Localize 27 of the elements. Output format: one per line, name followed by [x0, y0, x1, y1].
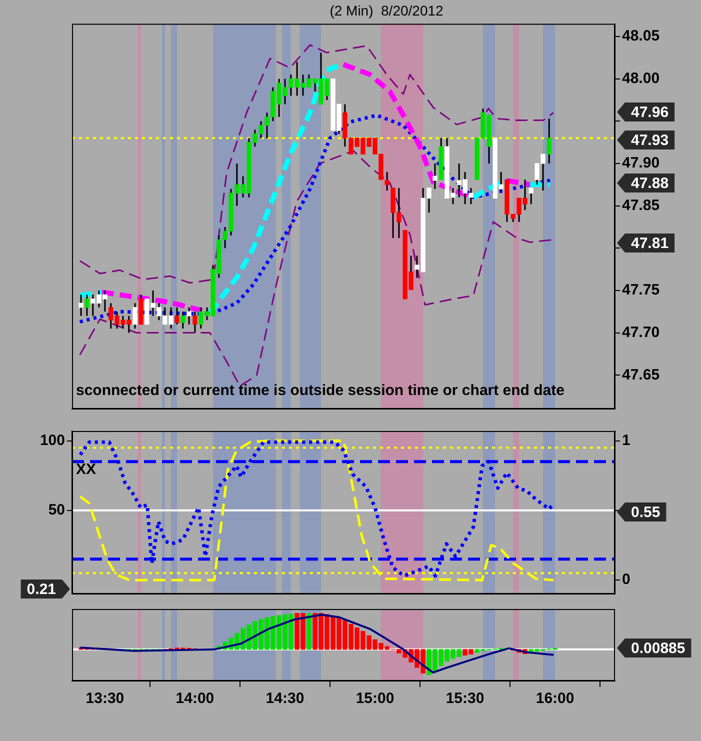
chart-title: (2 Min) 8/20/2012 — [330, 2, 444, 18]
y-tick-label: 47.75 — [622, 282, 660, 299]
y2-tick-label: 1 — [622, 432, 630, 449]
text: 0.00885 — [630, 640, 686, 658]
annotation: XX — [76, 461, 96, 478]
y-tick-label: 47.85 — [622, 196, 660, 214]
x-tick-label: 16:00 — [536, 690, 574, 708]
x-tick-label: 14:30 — [266, 690, 304, 708]
y-tick-label: 47.90 — [622, 154, 660, 172]
text: 47.88 — [630, 175, 669, 192]
text: 47.96 — [630, 104, 669, 122]
y-tick-label: 47.65 — [622, 366, 660, 384]
text: 0.55 — [630, 504, 660, 522]
y-tick-label: 100 — [40, 432, 65, 449]
y2-tick-label: 0 — [622, 571, 630, 588]
annotation: sconnected or current time is outside session time or chart end date — [76, 382, 564, 400]
y-tick-label: 48.00 — [622, 70, 660, 87]
x-tick-label: 13:30 — [86, 690, 124, 708]
x-tick-label: 15:00 — [356, 690, 394, 708]
text: 47.93 — [630, 132, 669, 150]
y-tick-label: 50 — [48, 502, 65, 519]
x-tick-label: 15:30 — [446, 690, 484, 708]
y-tick-label: 47.70 — [622, 324, 660, 341]
text: 47.81 — [630, 235, 669, 252]
y-tick-label: 48.05 — [622, 28, 660, 45]
x-tick-label: 14:00 — [176, 690, 214, 708]
text: 0.21 — [26, 581, 56, 598]
